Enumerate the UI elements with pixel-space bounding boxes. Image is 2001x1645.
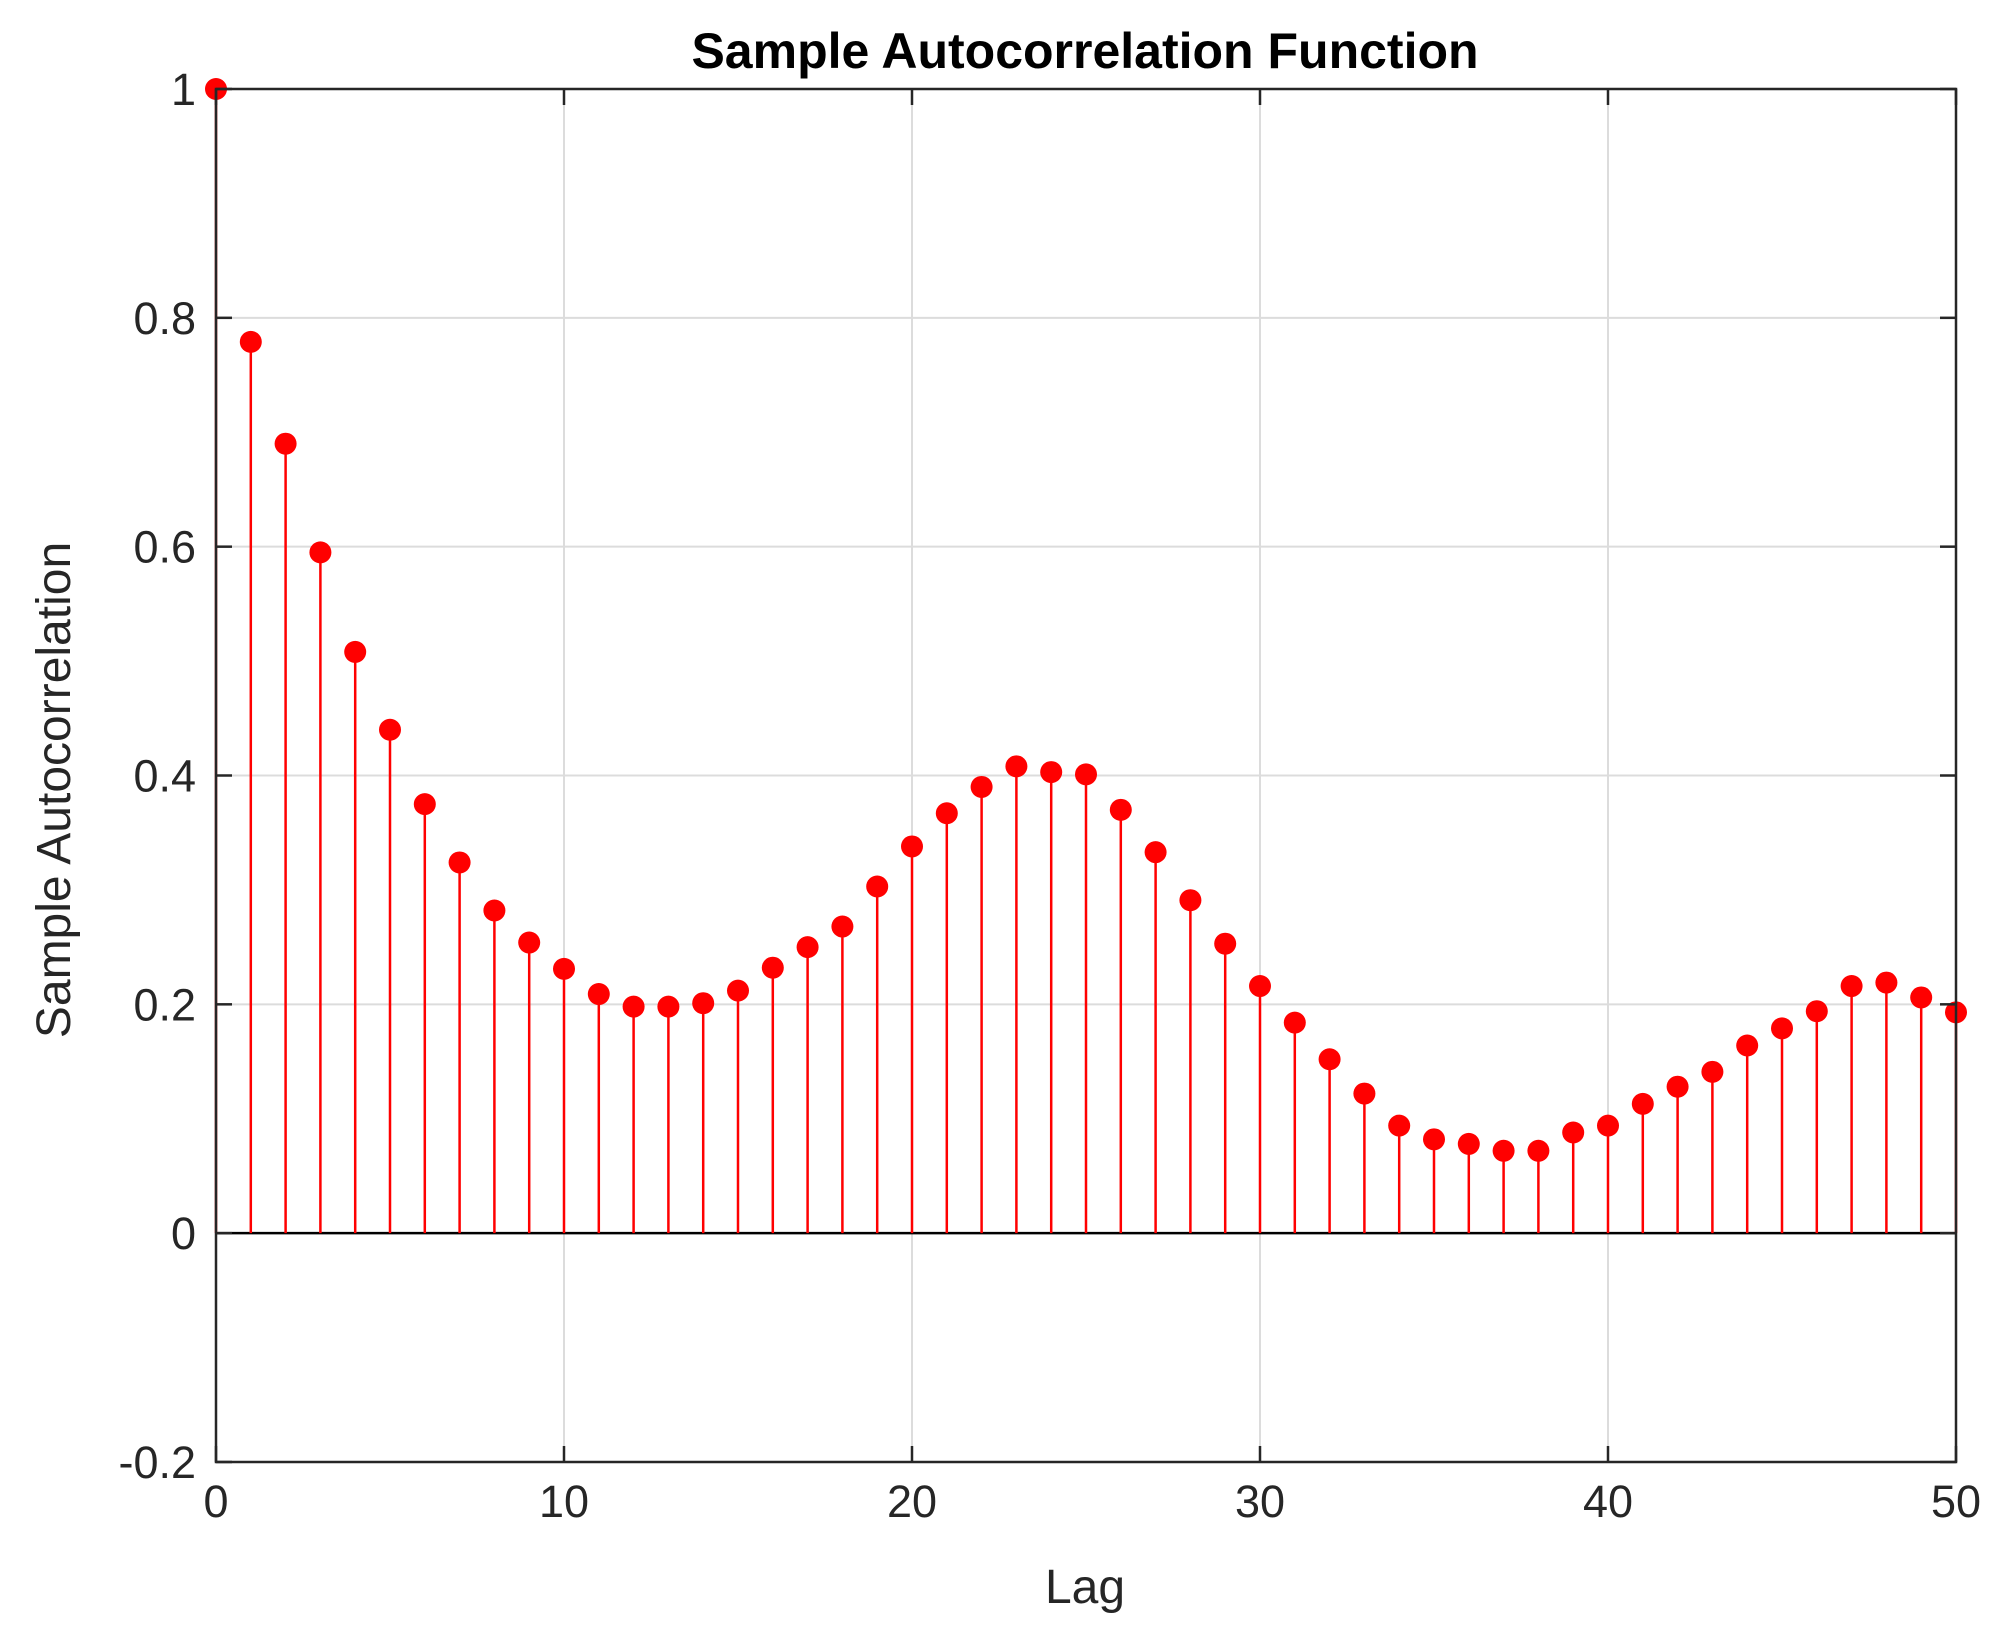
stem-marker xyxy=(483,899,506,922)
stem-marker xyxy=(622,995,645,1018)
stem-marker xyxy=(1492,1139,1515,1162)
stem-marker xyxy=(1249,975,1271,998)
stem-marker xyxy=(1179,889,1202,912)
stem-marker xyxy=(1771,1017,1793,1040)
tick-marks xyxy=(214,87,1958,1464)
stem-marker xyxy=(413,793,436,816)
stem-marker xyxy=(761,956,784,979)
stem-marker xyxy=(1597,1114,1619,1137)
y-tick-label: 0.8 xyxy=(133,293,196,344)
stem-marker xyxy=(1214,932,1237,955)
y-tick-label: -0.2 xyxy=(118,1437,196,1488)
y-tick-label: 0.6 xyxy=(133,522,196,573)
x-tick-label: 30 xyxy=(1235,1476,1285,1527)
chart-title: Sample Autocorrelation Function xyxy=(691,23,1478,79)
stem-marker xyxy=(1527,1139,1550,1162)
stem-marker xyxy=(1875,971,1898,994)
stems xyxy=(205,78,1967,1234)
stem-marker xyxy=(831,915,854,938)
y-tick-label: 0.2 xyxy=(133,979,196,1030)
stem-marker xyxy=(1701,1060,1724,1083)
stem-marker xyxy=(1144,841,1167,864)
x-tick-label: 10 xyxy=(539,1476,589,1527)
stem-marker xyxy=(692,992,715,1015)
stem-marker xyxy=(1840,975,1863,998)
y-tick-label: 0.4 xyxy=(133,751,196,802)
stem-marker xyxy=(1283,1011,1306,1034)
stem-marker xyxy=(796,936,819,959)
x-tick-label: 0 xyxy=(203,1476,228,1527)
y-tick-label: 0 xyxy=(171,1208,196,1259)
stem-marker xyxy=(1075,763,1097,786)
stem-marker xyxy=(901,835,923,858)
y-tick-label: 1 xyxy=(171,64,196,115)
stem-marker xyxy=(239,330,262,353)
stem-marker xyxy=(379,718,401,741)
stem-marker xyxy=(1457,1132,1480,1155)
stem-marker xyxy=(1910,986,1933,1009)
stem-marker xyxy=(518,931,541,954)
stem-marker xyxy=(344,640,367,663)
stem-marker xyxy=(1318,1048,1341,1071)
stem-marker xyxy=(1353,1082,1376,1105)
x-tick-label: 50 xyxy=(1931,1476,1981,1527)
stem-marker xyxy=(970,775,993,798)
stem-marker xyxy=(1805,1000,1828,1023)
stem-marker xyxy=(309,541,332,564)
stem-marker xyxy=(587,983,610,1006)
stem-marker xyxy=(1423,1128,1445,1151)
stem-marker xyxy=(1388,1114,1411,1137)
stem-marker xyxy=(1005,755,1028,778)
x-tick-label: 40 xyxy=(1583,1476,1633,1527)
stem-marker xyxy=(448,851,471,874)
y-tick-labels: -0.2 0 0.2 0.4 0.6 0.8 1 xyxy=(118,64,196,1488)
stem-marker xyxy=(866,875,889,898)
stem-marker xyxy=(1040,761,1063,784)
stem-marker xyxy=(1562,1121,1585,1144)
y-axis-label: Sample Autocorrelation xyxy=(28,542,81,1038)
stem-marker xyxy=(1109,798,1132,821)
stem-marker xyxy=(1736,1034,1759,1057)
stem-marker xyxy=(1666,1075,1689,1098)
stem-marker xyxy=(657,995,680,1018)
stem-marker xyxy=(727,979,749,1002)
x-tick-labels: 0 10 20 30 40 50 xyxy=(203,1476,1981,1527)
x-tick-label: 20 xyxy=(887,1476,937,1527)
stem-marker xyxy=(274,432,297,455)
stem-marker xyxy=(935,802,958,825)
stem-marker xyxy=(553,957,575,980)
x-axis-label: Lag xyxy=(1045,1561,1125,1614)
stem-marker xyxy=(1631,1092,1654,1115)
